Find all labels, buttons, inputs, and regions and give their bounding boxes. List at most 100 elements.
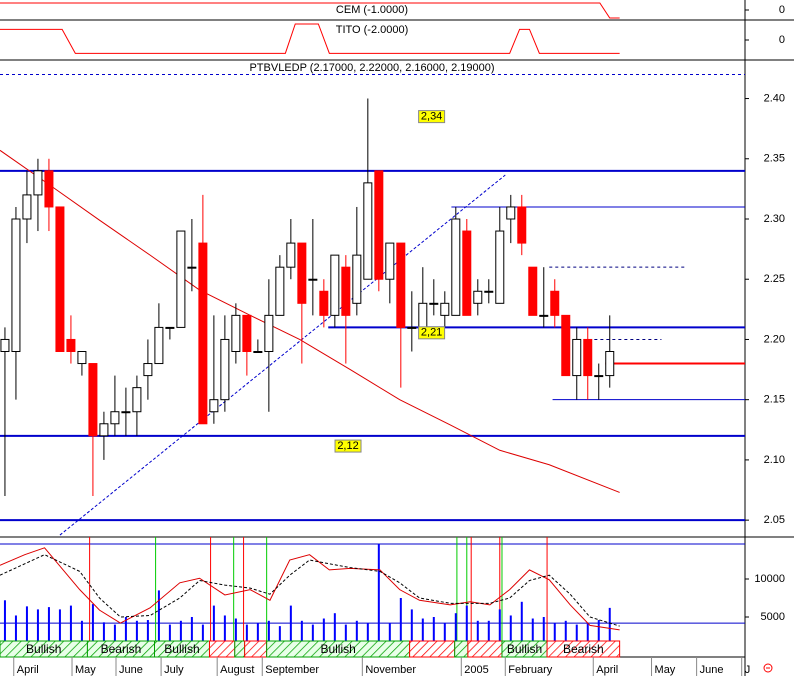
oscillator-line: [0, 547, 620, 631]
signal-segment: [409, 640, 456, 658]
x-tick-label: August: [220, 664, 254, 676]
volume-bar: [487, 620, 490, 641]
volume-bar: [454, 613, 457, 641]
volume-bar: [388, 623, 391, 641]
trend-line: [59, 174, 506, 536]
candle-body: [264, 314, 274, 353]
candle-body: [220, 338, 230, 401]
candle-body: [308, 278, 318, 281]
candle-body: [484, 290, 494, 293]
volume-bar: [135, 620, 138, 641]
volume-bar: [575, 624, 578, 641]
annotation-box: [334, 439, 362, 453]
segment-label: Bullish: [320, 642, 355, 656]
candle-body: [462, 230, 472, 316]
volume-bar: [476, 620, 479, 641]
volume-bar: [300, 620, 303, 641]
segment-label: Bearish: [101, 642, 142, 656]
oscillator-line: [0, 554, 620, 627]
candle-body: [418, 302, 428, 328]
candle-body: [275, 266, 285, 316]
candle-body: [550, 290, 560, 316]
volume-bar: [36, 609, 39, 641]
volume-bar: [190, 616, 193, 641]
icon[interactable]: [763, 663, 773, 673]
y-tick-label: 2.20: [764, 333, 785, 345]
candle-body: [110, 411, 120, 425]
volume-bar: [399, 597, 402, 641]
volume-bar: [531, 618, 534, 641]
volume-bar: [289, 605, 292, 641]
y-tick-label: 2.25: [764, 273, 785, 285]
volume-bar: [410, 609, 413, 641]
volume-bar: [421, 618, 424, 641]
candle-body: [143, 363, 153, 377]
volume-bar: [47, 607, 50, 641]
volume-bar: [278, 626, 281, 641]
candle-body: [286, 242, 296, 268]
candle-body: [572, 338, 582, 377]
x-tick-label: 2005: [464, 664, 488, 676]
volume-bar: [597, 620, 600, 641]
volume-bar: [564, 620, 567, 641]
x-tick-label: September: [265, 664, 319, 676]
candle-body: [297, 242, 307, 304]
volume-bar: [168, 624, 171, 641]
volume-bar: [520, 601, 523, 641]
candle-body: [66, 338, 76, 353]
y-tick-label: 2.35: [764, 153, 785, 165]
annotation: 2,12: [337, 440, 358, 452]
segment-label: Bullish: [164, 642, 199, 656]
segment-label: Bearish: [563, 642, 604, 656]
candle-body: [319, 290, 329, 316]
annotation-box: [418, 110, 446, 124]
x-tick-label: June: [119, 664, 143, 676]
candle-body: [583, 338, 593, 377]
candle-body: [495, 230, 505, 304]
volume-bar: [355, 620, 358, 641]
x-tick-label: May: [75, 664, 96, 676]
candle-body: [363, 182, 373, 280]
y-tick-label: 2.15: [764, 394, 785, 406]
signal-segment: [244, 640, 268, 658]
candle-body: [473, 290, 483, 304]
x-tick-label: July: [164, 664, 184, 676]
candle-body: [341, 266, 351, 316]
candle-body: [154, 326, 164, 365]
y-tick-label: 5000: [761, 611, 785, 623]
volume-bar: [608, 607, 611, 641]
y-tick-label: 2.10: [764, 454, 785, 466]
volume-bar: [179, 620, 182, 641]
segment-label: Bullish: [26, 642, 61, 656]
x-tick-label: April: [17, 664, 39, 676]
signal-segment: [454, 640, 469, 658]
indicator-line: [0, 2, 620, 19]
candle-body: [44, 170, 54, 208]
candle-body: [396, 242, 406, 328]
y-tick-label: 10000: [754, 573, 785, 585]
candle-body: [385, 242, 395, 280]
candle-body: [253, 351, 263, 353]
candle-body: [77, 351, 87, 365]
x-tick-label: November: [365, 664, 416, 676]
annotation-box: [418, 326, 446, 340]
candle-body: [55, 206, 65, 352]
volume-bar: [124, 616, 127, 641]
candle-body: [88, 363, 98, 437]
y-tick-label: 0: [779, 34, 785, 46]
candle-body: [231, 314, 241, 353]
panel-title: TITO (-2.0000): [336, 24, 409, 36]
candle-body: [0, 338, 10, 353]
y-tick-label: 2.40: [764, 92, 785, 104]
candle-body: [165, 326, 175, 329]
candle-body: [176, 230, 186, 328]
volume-bar: [201, 624, 204, 641]
candle-body: [11, 218, 21, 352]
volume-bar: [146, 620, 149, 641]
candle-body: [330, 254, 340, 316]
volume-bar: [586, 623, 589, 641]
y-tick-label: 0: [779, 4, 785, 16]
volume-bar: [377, 544, 380, 641]
signal-segment: [467, 640, 503, 658]
candle-body: [561, 314, 571, 377]
